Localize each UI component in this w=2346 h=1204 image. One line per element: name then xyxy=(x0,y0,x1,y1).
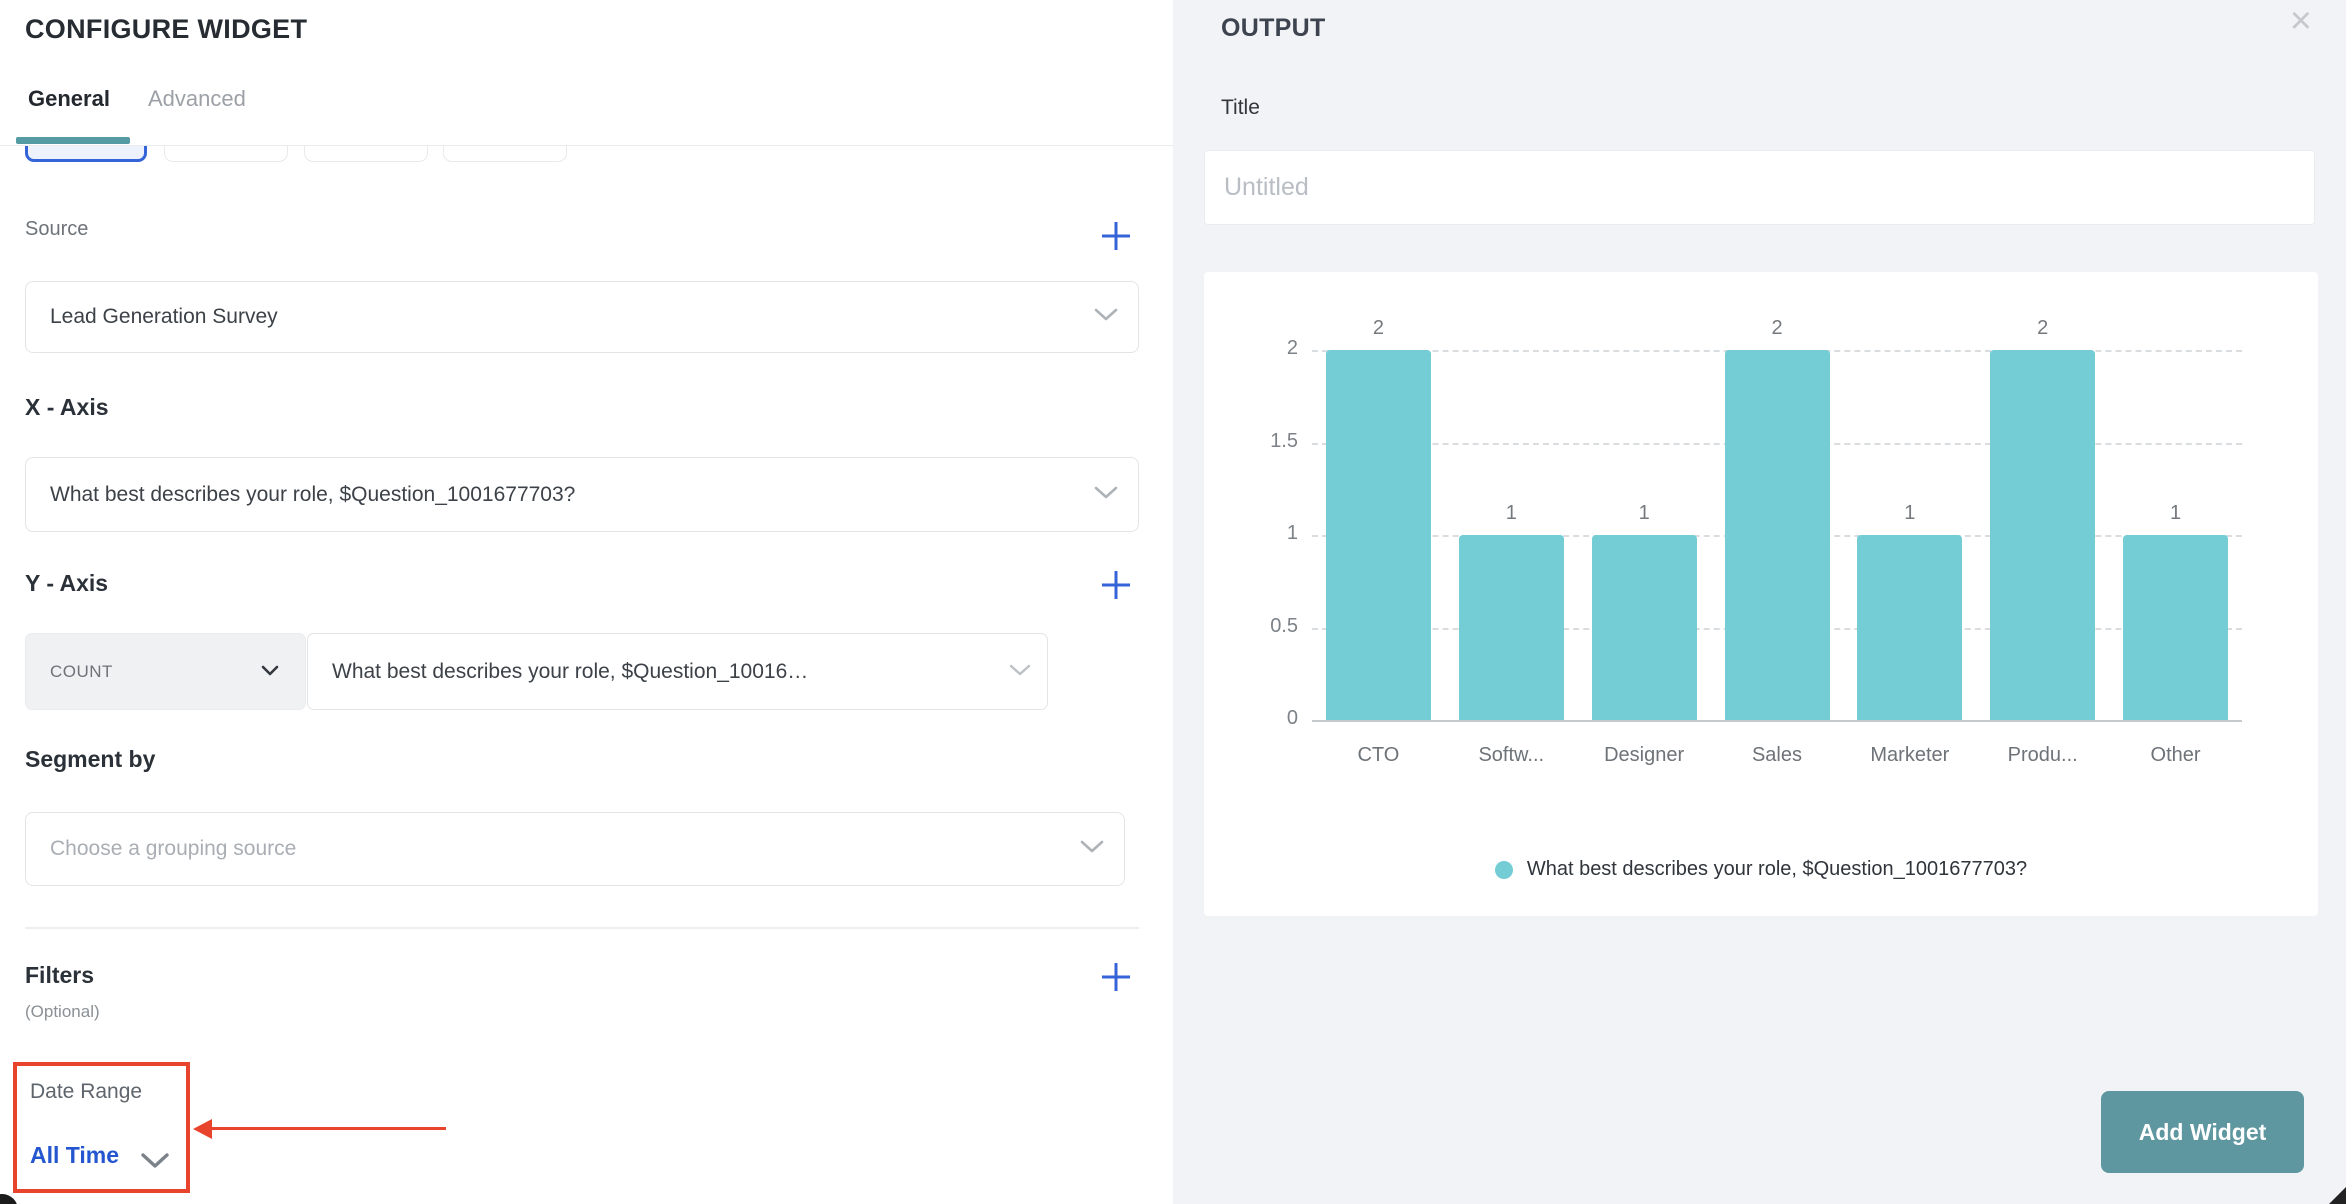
y-axis-field-select[interactable]: What best describes your role, $Question… xyxy=(307,633,1048,710)
filters-label: Filters xyxy=(25,962,95,988)
chart-type-button-2[interactable] xyxy=(164,146,288,162)
widget-title-label: Title xyxy=(1221,96,1260,119)
chat-bubble-peek xyxy=(0,1194,18,1204)
y-axis-aggregation-value: COUNT xyxy=(50,661,113,681)
x-axis-label: X - Axis xyxy=(25,394,109,420)
x-axis-category-label: Other xyxy=(2150,744,2201,766)
chevron-down-icon xyxy=(1009,663,1031,681)
chart-preview: What best describes your role, $Question… xyxy=(1204,272,2318,916)
chevron-down-icon[interactable] xyxy=(140,1152,170,1174)
chart-bar xyxy=(2123,535,2229,720)
panel-title: CONFIGURE WIDGET xyxy=(25,14,308,44)
y-tick-label: 1.5 xyxy=(1270,429,1298,452)
y-axis-label: Y - Axis xyxy=(25,570,109,596)
tab-general[interactable]: General xyxy=(28,86,110,111)
add-source-button[interactable] xyxy=(1099,219,1133,253)
chart-baseline xyxy=(1312,720,2242,722)
segment-by-label: Segment by xyxy=(25,746,156,772)
x-axis-category-label: Marketer xyxy=(1870,744,1950,766)
close-icon[interactable]: × xyxy=(2289,0,2312,42)
x-axis-category-label: Softw... xyxy=(1478,744,1545,766)
chevron-down-icon xyxy=(1094,486,1118,504)
active-tab-indicator xyxy=(16,137,130,144)
x-axis-category-label: CTO xyxy=(1357,744,1400,766)
tab-advanced[interactable]: Advanced xyxy=(148,86,246,111)
chart-bar xyxy=(1325,350,1431,720)
chart-type-button-4[interactable] xyxy=(443,146,567,162)
x-axis-select-value: What best describes your role, $Question… xyxy=(50,482,576,506)
plus-icon xyxy=(1102,222,1130,250)
segment-by-select[interactable]: Choose a grouping source xyxy=(25,812,1125,886)
annotation-highlight-box xyxy=(13,1062,190,1193)
add-y-axis-button[interactable] xyxy=(1099,568,1133,602)
bar-value-label: 1 xyxy=(1638,502,1650,524)
add-filter-button[interactable] xyxy=(1099,960,1133,994)
bar-value-label: 1 xyxy=(1505,502,1517,524)
chart-bar xyxy=(1724,350,1830,720)
chart-bar xyxy=(1591,535,1697,720)
tabbar-divider xyxy=(0,145,1173,146)
chart-bar xyxy=(1990,350,2096,720)
chart-type-button-3[interactable] xyxy=(304,146,428,162)
annotation-arrow-line xyxy=(210,1127,446,1130)
bar-value-label: 2 xyxy=(2037,317,2049,339)
chart-bar xyxy=(1857,535,1963,720)
date-range-label: Date Range xyxy=(30,1080,143,1103)
chevron-down-icon xyxy=(261,663,279,681)
output-title: OUTPUT xyxy=(1221,14,1326,42)
bar-value-label: 2 xyxy=(1771,317,1783,339)
plus-icon xyxy=(1102,571,1130,599)
legend-dot-icon xyxy=(1494,860,1513,879)
x-axis-category-label: Designer xyxy=(1604,744,1685,766)
configure-panel: CONFIGURE WIDGET General Advanced Source… xyxy=(0,14,1173,1204)
y-tick-label: 1 xyxy=(1286,522,1298,544)
x-axis-category-label: Sales xyxy=(1751,744,1802,766)
source-label: Source xyxy=(25,218,89,240)
legend-label: What best describes your role, $Question… xyxy=(1526,858,2028,880)
bar-value-label: 1 xyxy=(1904,502,1916,524)
annotation-arrow-head xyxy=(193,1119,212,1139)
x-axis-select[interactable]: What best describes your role, $Question… xyxy=(25,457,1139,532)
chart-legend: What best describes your role, $Question… xyxy=(1204,858,2318,881)
bar-value-label: 1 xyxy=(2170,502,2182,524)
y-tick-label: 2 xyxy=(1286,337,1298,359)
y-tick-label: 0 xyxy=(1286,707,1298,729)
source-select[interactable]: Lead Generation Survey xyxy=(25,281,1139,353)
chevron-down-icon xyxy=(1094,308,1118,326)
chart-type-button-row xyxy=(0,146,1173,164)
bar-value-label: 2 xyxy=(1372,317,1384,339)
date-range-dropdown[interactable]: All Time xyxy=(30,1142,120,1168)
chart-bar xyxy=(1458,535,1564,720)
widget-title-input[interactable] xyxy=(1205,151,2314,224)
filters-optional-label: (Optional) xyxy=(25,1002,100,1021)
add-widget-button[interactable]: Add Widget xyxy=(2101,1091,2304,1173)
y-tick-label: 0.5 xyxy=(1270,614,1298,637)
output-panel: OUTPUT × Title What best describes your … xyxy=(1173,0,2346,1204)
widget-title-input-wrap xyxy=(1204,150,2315,225)
section-divider xyxy=(25,927,1139,929)
source-select-value: Lead Generation Survey xyxy=(50,305,278,328)
chart-type-button-1[interactable] xyxy=(25,146,147,162)
y-axis-field-value: What best describes your role, $Question… xyxy=(332,659,809,683)
y-axis-aggregation-select[interactable]: COUNT xyxy=(25,633,306,710)
chevron-down-icon xyxy=(1080,840,1104,858)
resize-corner-wedge xyxy=(2329,1187,2346,1204)
x-axis-category-label: Produ... xyxy=(2007,744,2078,766)
segment-by-placeholder: Choose a grouping source xyxy=(50,837,297,860)
plus-icon xyxy=(1102,963,1130,991)
